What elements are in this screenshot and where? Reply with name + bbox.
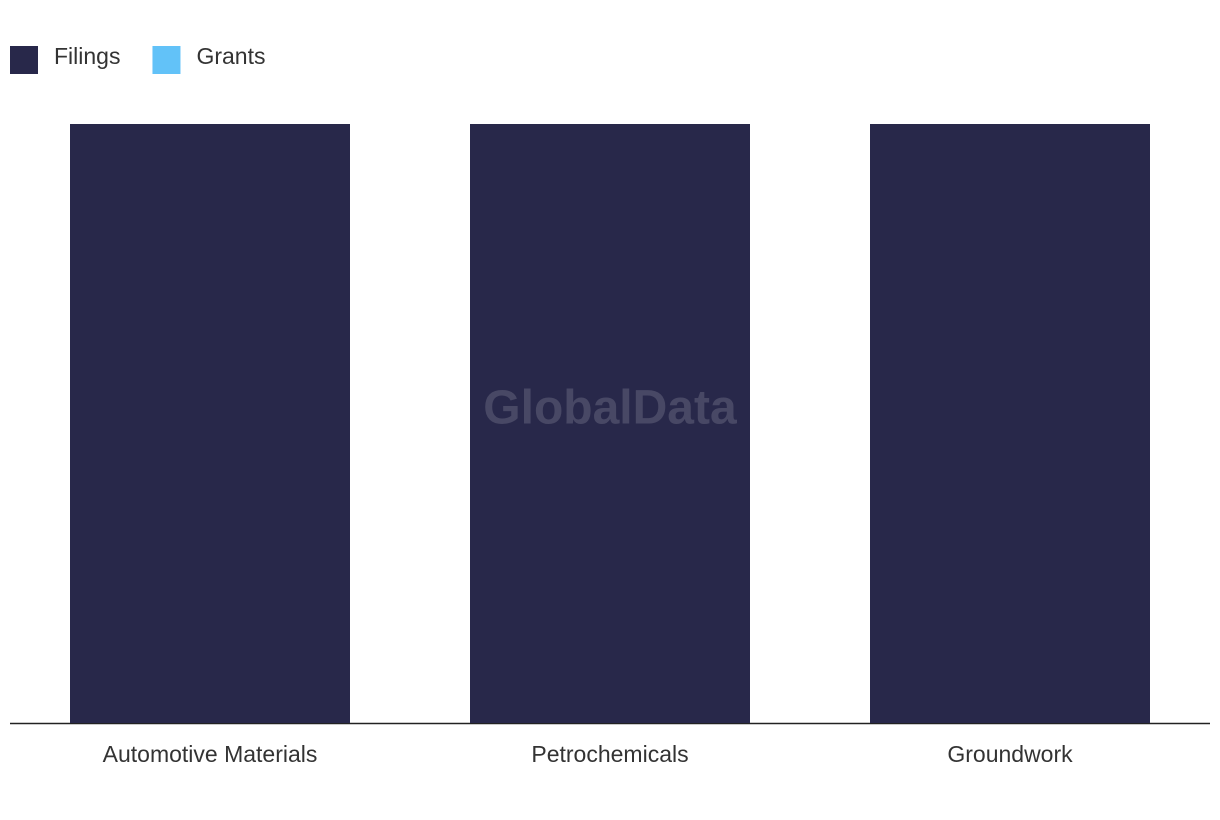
legend-swatch xyxy=(152,46,181,74)
watermark: GlobalData xyxy=(483,382,737,435)
legend-label: Grants xyxy=(196,43,265,69)
bar xyxy=(870,124,1150,723)
bar xyxy=(70,124,350,723)
x-tick-label: Petrochemicals xyxy=(531,741,688,767)
bar xyxy=(470,124,750,723)
x-tick-label: Groundwork xyxy=(947,741,1073,767)
legend-label: Filings xyxy=(54,43,120,69)
x-tick-label: Automotive Materials xyxy=(103,741,318,767)
legend-swatch xyxy=(10,46,38,74)
plot-area xyxy=(70,124,1150,723)
